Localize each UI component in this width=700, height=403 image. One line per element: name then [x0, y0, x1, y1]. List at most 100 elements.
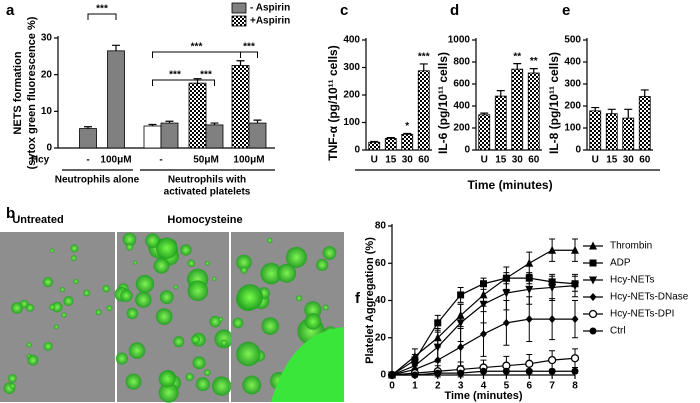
y-axis-label: (sytox green fluorescence %) — [26, 16, 38, 169]
y-tick-label: 80 — [375, 221, 387, 232]
marker — [456, 319, 465, 328]
y-tick-label: 300 — [343, 62, 360, 73]
y-tick-label: 800 — [453, 57, 470, 68]
marker — [502, 367, 510, 375]
x-tick-label: 6 — [526, 381, 532, 392]
error-bar — [624, 108, 633, 119]
marker — [548, 315, 556, 324]
y-tick-label: 600 — [453, 79, 470, 90]
marker — [571, 282, 579, 291]
x-tick-label: 1 — [412, 381, 418, 392]
marker — [525, 285, 534, 294]
marker — [571, 315, 579, 324]
cell — [26, 342, 32, 348]
error-bar — [370, 140, 379, 143]
error-bar — [607, 108, 616, 114]
y-tick-label: 40 — [375, 295, 387, 306]
cell — [261, 317, 280, 335]
x-tick-label: 30 — [623, 155, 635, 166]
marker — [589, 327, 597, 335]
y-tick-label: 20 — [41, 69, 53, 80]
y-tick-label: 20 — [375, 332, 387, 343]
significance: *** — [418, 52, 430, 63]
y-tick-label: 400 — [453, 101, 470, 112]
cell — [49, 304, 56, 311]
x-axis-label: Time (minutes) — [467, 178, 552, 192]
bar — [188, 82, 207, 149]
cell — [63, 296, 74, 307]
significance: *** — [243, 42, 255, 53]
cell — [236, 254, 252, 271]
x-tick-label: U — [371, 155, 378, 166]
significance-bracket — [240, 51, 258, 58]
cell — [232, 317, 244, 329]
marker — [434, 319, 442, 327]
x-tick-label: U — [592, 155, 599, 166]
marker — [589, 241, 597, 250]
marker — [502, 318, 510, 327]
y-tick-label: 300 — [564, 79, 581, 90]
cell — [195, 377, 210, 392]
y-axis-label: TNF-α (pg/10¹¹ cells) — [326, 45, 340, 160]
cell — [322, 304, 329, 311]
x-tick-label: - — [159, 155, 162, 166]
cell — [296, 295, 303, 302]
significance-bracket — [197, 79, 215, 86]
bar — [248, 122, 267, 149]
panel-label: a — [6, 2, 15, 19]
x-tick-label: 8 — [572, 381, 578, 392]
error-bar — [253, 119, 262, 124]
bar — [494, 95, 507, 151]
cell — [51, 301, 63, 313]
cell — [220, 339, 228, 347]
x-tick-label: 7 — [549, 381, 555, 392]
cell — [153, 257, 170, 274]
legend-label: +Aspirin — [250, 16, 290, 27]
cell — [9, 383, 16, 390]
y-axis-label: Platelet Aggregation (%) — [364, 237, 376, 364]
cell — [322, 246, 337, 260]
panel-label: b — [6, 205, 15, 222]
x-tick-label: 2 — [435, 381, 441, 392]
cell — [260, 262, 283, 285]
cell — [49, 248, 55, 253]
bar — [401, 133, 414, 151]
marker — [525, 359, 534, 368]
cell — [156, 237, 178, 259]
cell — [218, 317, 224, 322]
error-bar — [386, 137, 395, 139]
cell — [135, 274, 155, 294]
micrograph-label: Homocysteine — [167, 214, 242, 226]
y-axis-label: IL-8 (pg/10¹¹ cells) — [547, 52, 561, 154]
cell — [61, 312, 67, 318]
cell — [240, 266, 248, 274]
bar — [160, 122, 179, 149]
marker — [548, 367, 556, 375]
x-tick-label: - — [86, 155, 89, 166]
cell — [187, 280, 209, 302]
significance: * — [405, 121, 409, 132]
cell — [125, 373, 142, 390]
y-axis-label: IL-6 (pg/10¹¹ cells) — [436, 52, 450, 154]
cell — [145, 233, 161, 249]
significance: *** — [200, 70, 212, 81]
cell — [125, 243, 134, 251]
x-tick-label: 4 — [481, 381, 487, 392]
x-tick-label: 15 — [606, 155, 618, 166]
cell — [126, 307, 139, 320]
bar — [478, 114, 491, 151]
x-tick-label: 30 — [402, 155, 414, 166]
significance: ** — [513, 51, 521, 62]
marker — [571, 245, 579, 254]
bar — [79, 128, 97, 149]
marker — [480, 330, 487, 339]
cell — [159, 290, 174, 304]
marker — [411, 371, 419, 379]
panel-label: f — [355, 290, 361, 307]
error-bar — [496, 90, 505, 97]
bar — [107, 50, 125, 149]
x-tick-label: 100μM — [233, 155, 264, 166]
marker — [525, 367, 533, 375]
cell — [285, 246, 307, 268]
bar — [368, 141, 381, 151]
